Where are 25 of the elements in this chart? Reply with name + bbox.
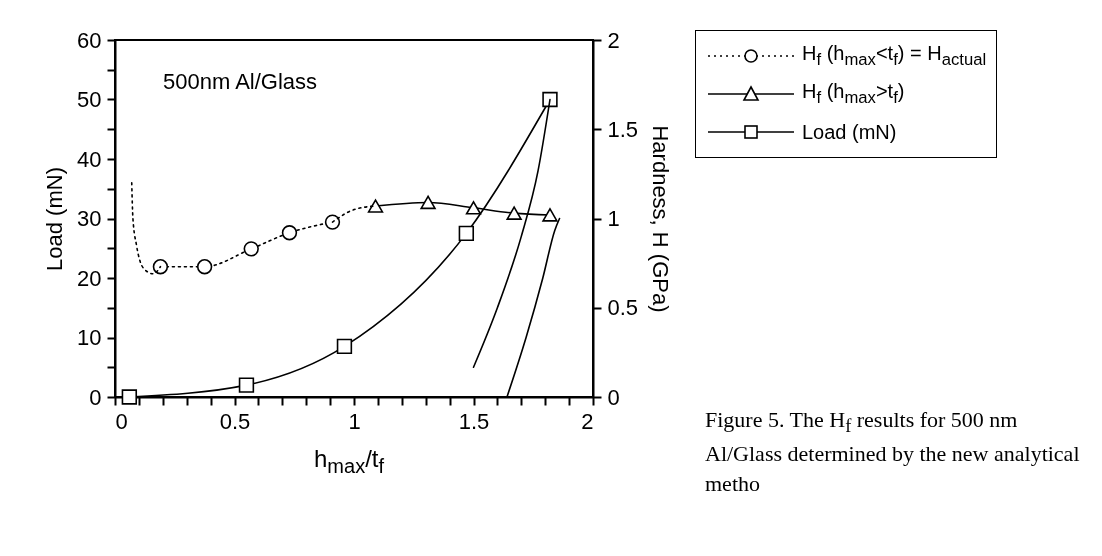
x-tick-label: 0.5 (219, 408, 251, 434)
y2-tick-label: 2 (607, 27, 620, 53)
y2-tick-label: 0.5 (607, 295, 639, 321)
y-tick-label: 40 (77, 146, 102, 172)
y-tick-label: 50 (77, 87, 102, 112)
y2-tick-label: 0 (607, 384, 620, 410)
legend-label: Load (mN) (802, 120, 897, 144)
caption: Figure 5. The H$_{f}$ results for 500 nm Al/Glass determined by the new analytical metho (705, 406, 1081, 498)
annotation: 500nm Al/Glass (163, 69, 318, 94)
x-tick-label: 1 (348, 408, 361, 434)
x-axis-title: h$_{max}$/t$_{f}$ (314, 445, 385, 478)
y-axis-title: Load (mN) (42, 167, 68, 271)
x-tick-label: 2 (581, 408, 594, 434)
y2-axis-title: Hardness, H (GPa) (648, 125, 674, 313)
y-tick-label: 60 (77, 27, 102, 53)
y-tick-label: 20 (77, 265, 102, 291)
x-tick-label: 1.5 (458, 408, 490, 434)
y2-tick-label: 1.5 (607, 116, 639, 142)
y-tick-label: 10 (77, 325, 102, 350)
y2-tick-label: 1 (607, 206, 620, 231)
y-tick-label: 0 (89, 384, 102, 410)
x-tick-label: 0 (115, 408, 128, 434)
y-tick-label: 30 (77, 206, 102, 231)
legend-label: H$_{f}$ (h$_{max}$>t$_{f}$) (802, 80, 905, 108)
legend-label: H$_{f}$ (h$_{max}$<t$_{f}$) = H$_{actual}$ (802, 42, 987, 70)
